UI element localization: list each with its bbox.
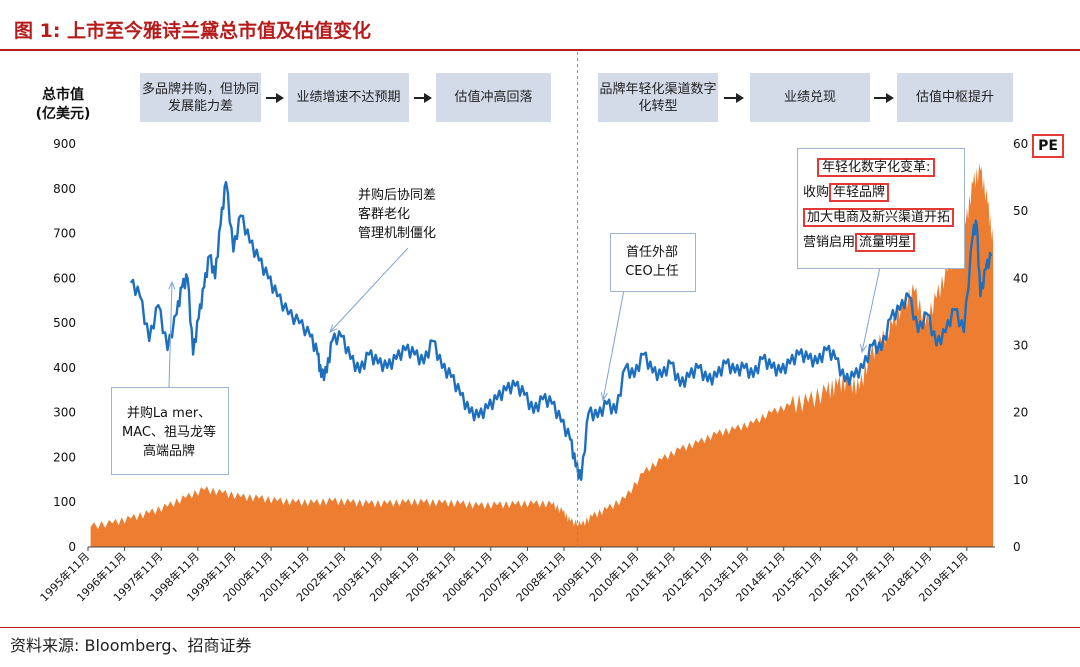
- left-axis-title-text: 总市值 (亿美元): [28, 86, 98, 124]
- flow-box-left-3-label: 估值冲高回落: [454, 90, 533, 105]
- flow-box-left-3: 估值冲高回落: [436, 73, 551, 122]
- arrow-acquisition: [168, 281, 173, 388]
- pe-area-series: [90, 163, 994, 547]
- youth-line-1-highlight: 年轻品牌: [829, 183, 890, 202]
- flow-box-left-2: 业绩增速不达预期: [288, 73, 409, 122]
- market-cap-series: [129, 180, 993, 481]
- youth-heading-text: 年轻化数字化变革:: [817, 158, 936, 177]
- flow-box-right-3: 估值中枢提升: [897, 73, 1013, 122]
- annotation-ceo-line-1: 首任外部: [625, 245, 678, 260]
- annotation-youth-line-1: 收购 年轻品牌: [803, 180, 963, 205]
- left-tick-label: 500: [53, 316, 76, 330]
- annotation-synergy-line-3: 管理机制僵化: [358, 226, 437, 241]
- left-tick-label: 100: [53, 495, 76, 509]
- right-tick-label: 60: [1013, 137, 1028, 151]
- right-tick-label: 40: [1013, 271, 1028, 285]
- left-axis-title: 总市值 (亿美元): [28, 86, 98, 124]
- arrow-synergy: [329, 247, 409, 333]
- right-tick-label: 20: [1013, 406, 1028, 420]
- right-tick-label: 50: [1013, 204, 1028, 218]
- youth-line-3-highlight: 流量明星: [855, 233, 916, 252]
- youth-line-1-prefix: 收购: [803, 185, 830, 200]
- flow-arrow-right-2: [874, 93, 894, 103]
- left-tick-label: 300: [53, 406, 76, 420]
- youth-line-3-prefix: 营销启用: [803, 235, 856, 250]
- flow-box-right-1: 品牌年轻化渠道数字化转型: [598, 73, 718, 122]
- arrow-acquisition-head: [168, 280, 176, 290]
- left-axis-title-line-2: (亿美元): [35, 106, 91, 122]
- flow-box-right-2-label: 业绩兑现: [783, 90, 836, 105]
- arrow-ceo: [602, 289, 625, 401]
- right-tick-label: 30: [1013, 339, 1028, 353]
- flow-arrow-right-1: [724, 93, 744, 103]
- annotation-youth-box: [797, 148, 965, 269]
- pe-area-layer: [90, 163, 994, 547]
- left-tick-label: 900: [53, 137, 76, 151]
- source-note: 资料来源: Bloomberg、招商证券: [10, 636, 252, 655]
- market-cap-line-layer: [129, 180, 993, 481]
- left-axis-title-line-1: 总市值: [42, 87, 84, 103]
- annotation-synergy: 并购后协同差 客群老化 管理机制僵化: [358, 186, 468, 243]
- right-tick-label: 0: [1013, 540, 1021, 554]
- flow-box-right-2: 业绩兑现: [750, 73, 870, 122]
- right-axis-title: PE: [1032, 134, 1064, 158]
- annotation-youth: 年轻化数字化变革: 收购 年轻品牌 加大电商及新兴渠道开拓 营销启用 流量明星: [803, 155, 963, 255]
- annotation-youth-heading: 年轻化数字化变革:: [803, 155, 963, 180]
- annotation-synergy-line-1: 并购后协同差: [358, 188, 437, 203]
- flow-box-right-1-label: 品牌年轻化渠道数字化转型: [599, 81, 717, 114]
- annotation-acquisition-box: [111, 387, 229, 475]
- left-tick-label: 0: [68, 540, 76, 554]
- left-tick-label: 800: [53, 182, 76, 196]
- annotation-ceo: 首任外部 CEO上任: [612, 243, 692, 281]
- right-tick-label: 10: [1013, 473, 1028, 487]
- bottom-rule: [0, 627, 1080, 628]
- flow-box-left-2-label: 业绩增速不达预期: [296, 90, 401, 105]
- chart-axes: [87, 52, 995, 551]
- title-rule: [0, 49, 1080, 51]
- youth-line-2-text: 加大电商及新兴渠道开拓: [803, 208, 955, 227]
- arrow-youth: [861, 266, 881, 353]
- left-tick-label: 700: [53, 227, 76, 241]
- chart-canvas: 0 100 200 300 400 500 600 700 800 900 0 10 20 30 40 50 6…: [37, 52, 1028, 604]
- annotation-youth-line-2: 加大电商及新兴渠道开拓: [803, 205, 963, 230]
- annotation-youth-line-3: 营销启用 流量明星: [803, 230, 963, 255]
- flow-arrow-left-1: [266, 93, 284, 103]
- arrow-ceo-head: [600, 392, 608, 402]
- annotation-ceo-box: [610, 233, 696, 292]
- annotation-acquisition-text: 并购La mer、MAC、祖马龙等高端品牌: [122, 406, 216, 459]
- arrow-youth-head: [859, 344, 867, 354]
- flow-box-left-1-label: 多品牌并购，但协同发展能力差: [141, 81, 259, 114]
- flow-arrow-left-2: [414, 93, 432, 103]
- flow-box-left-1: 多品牌并购，但协同发展能力差: [140, 73, 261, 122]
- annotation-ceo-line-2: CEO上任: [625, 264, 679, 279]
- figure-title: 图 1: 上市至今雅诗兰黛总市值及估值变化: [14, 20, 372, 42]
- left-tick-label: 400: [53, 361, 76, 375]
- flow-box-right-3-label: 估值中枢提升: [915, 90, 994, 105]
- arrow-synergy-head: [329, 324, 338, 333]
- left-tick-label: 200: [53, 450, 76, 464]
- annotation-synergy-line-2: 客群老化: [358, 207, 411, 222]
- left-tick-label: 600: [53, 271, 76, 285]
